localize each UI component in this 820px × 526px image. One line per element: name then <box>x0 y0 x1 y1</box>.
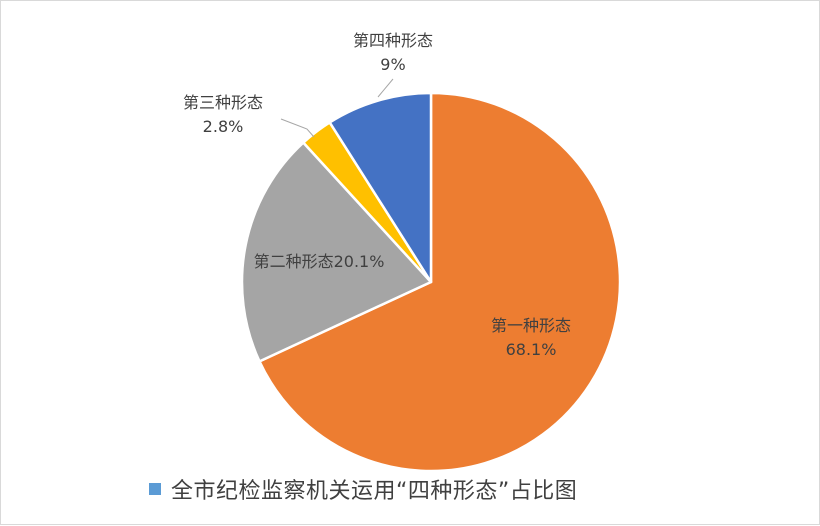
data-label-2: 第二种形态20.1% <box>254 252 385 271</box>
data-label-value-1: 68.1% <box>506 340 557 359</box>
leader-line-3 <box>280 118 315 138</box>
leader-line-4 <box>377 78 394 98</box>
pie-slice-4 <box>328 91 433 284</box>
legend-label: 全市纪检监察机关运用“四种形态”占比图 <box>171 479 578 504</box>
data-label-value-4: 9% <box>380 55 405 74</box>
data-label-category-3: 第三种形态 <box>183 93 263 112</box>
data-label-category-1: 第一种形态 <box>491 316 571 335</box>
legend: 全市纪检监察机关运用“四种形态”占比图 <box>149 473 577 505</box>
pie-slice-1 <box>258 91 622 473</box>
legend-swatch <box>149 483 161 495</box>
data-label-value-3: 2.8% <box>203 117 244 136</box>
pie-slice-2 <box>240 141 433 363</box>
data-label-category-4: 第四种形态 <box>353 31 433 50</box>
